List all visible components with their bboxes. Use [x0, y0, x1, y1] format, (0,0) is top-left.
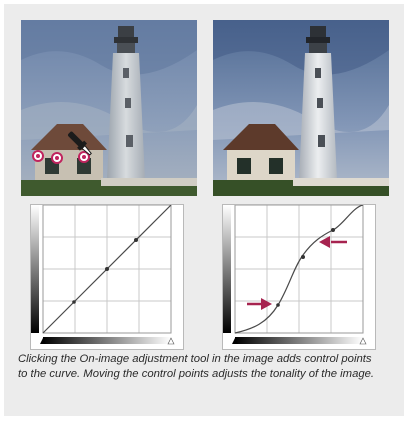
- white-point-slider[interactable]: [359, 337, 367, 345]
- lighthouse: [107, 26, 145, 180]
- input-gradient-bar: [223, 205, 231, 333]
- curve-grid: [235, 205, 363, 333]
- photo-before[interactable]: [21, 20, 197, 196]
- arrow-pointer-icon: [247, 298, 272, 310]
- control-point[interactable]: [105, 267, 109, 271]
- lighthouse: [299, 26, 337, 180]
- control-point[interactable]: [301, 255, 305, 259]
- control-point[interactable]: [72, 300, 76, 304]
- photo-after[interactable]: [213, 20, 389, 196]
- control-point[interactable]: [134, 238, 138, 242]
- sample-marker-icon: [78, 151, 90, 163]
- eyedropper-icon: [68, 131, 92, 156]
- figure-caption: Clicking the On-image adjustment tool in…: [18, 353, 375, 380]
- control-point[interactable]: [331, 228, 335, 232]
- control-point[interactable]: [276, 303, 280, 307]
- white-point-slider[interactable]: [167, 337, 175, 345]
- sample-marker-icon: [51, 152, 63, 164]
- curve-graph-after[interactable]: [222, 204, 376, 350]
- black-point-slider[interactable]: [40, 338, 46, 344]
- black-point-slider[interactable]: [232, 338, 238, 344]
- curve-graph-before[interactable]: [30, 204, 184, 350]
- arrow-pointer-icon: [319, 236, 347, 248]
- input-gradient-bar: [31, 205, 39, 333]
- output-gradient-bar: [43, 337, 171, 344]
- output-gradient-bar: [235, 337, 363, 344]
- sample-marker-icon: [32, 150, 44, 162]
